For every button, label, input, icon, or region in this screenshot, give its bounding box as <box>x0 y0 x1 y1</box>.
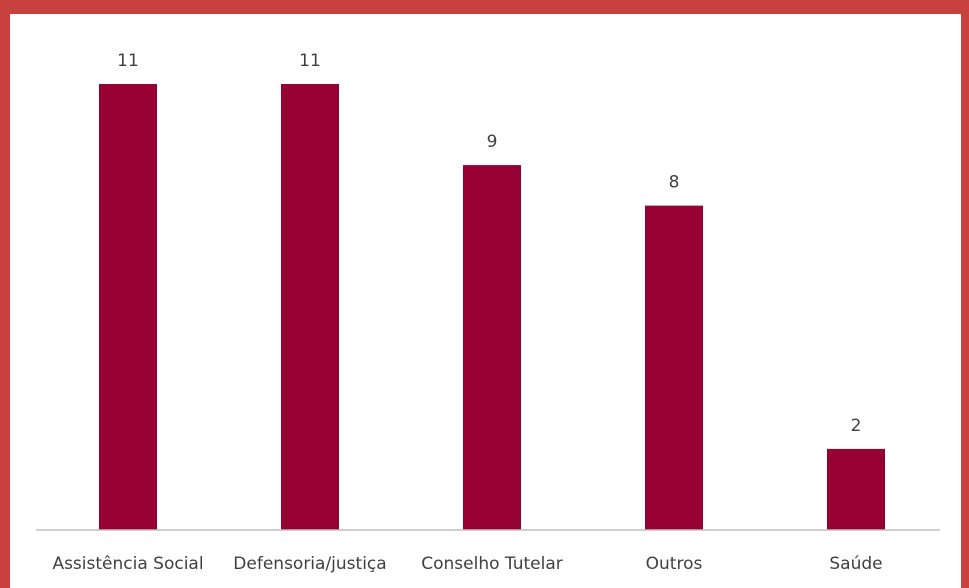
x-tick-label-2: Conselho Tutelar <box>421 554 563 574</box>
bar-2 <box>463 165 521 530</box>
x-tick-label-3: Outros <box>646 554 703 574</box>
bar-1 <box>281 84 339 530</box>
x-tick-label-1: Defensoria/justiça <box>233 554 386 574</box>
bar-0 <box>99 84 157 530</box>
chart-frame: 11 11 9 8 2 Assistência Social Defensoria/jus… <box>10 14 961 588</box>
bar-4 <box>827 448 885 530</box>
x-tick-labels-group: Assistência Social Defensoria/justiça Cons… <box>52 554 882 574</box>
x-tick-label-4: Saúde <box>829 554 882 574</box>
value-label-2: 9 <box>487 132 498 152</box>
bars-group <box>99 84 885 531</box>
value-label-1: 11 <box>299 51 321 71</box>
value-label-3: 8 <box>669 173 680 193</box>
value-label-4: 2 <box>851 416 862 436</box>
bar-chart: 11 11 9 8 2 Assistência Social Defensoria/jus… <box>36 51 940 574</box>
value-label-0: 11 <box>117 51 139 71</box>
value-labels-group: 11 11 9 8 2 <box>117 51 861 436</box>
x-tick-label-0: Assistência Social <box>52 554 203 574</box>
bar-3 <box>645 205 703 531</box>
